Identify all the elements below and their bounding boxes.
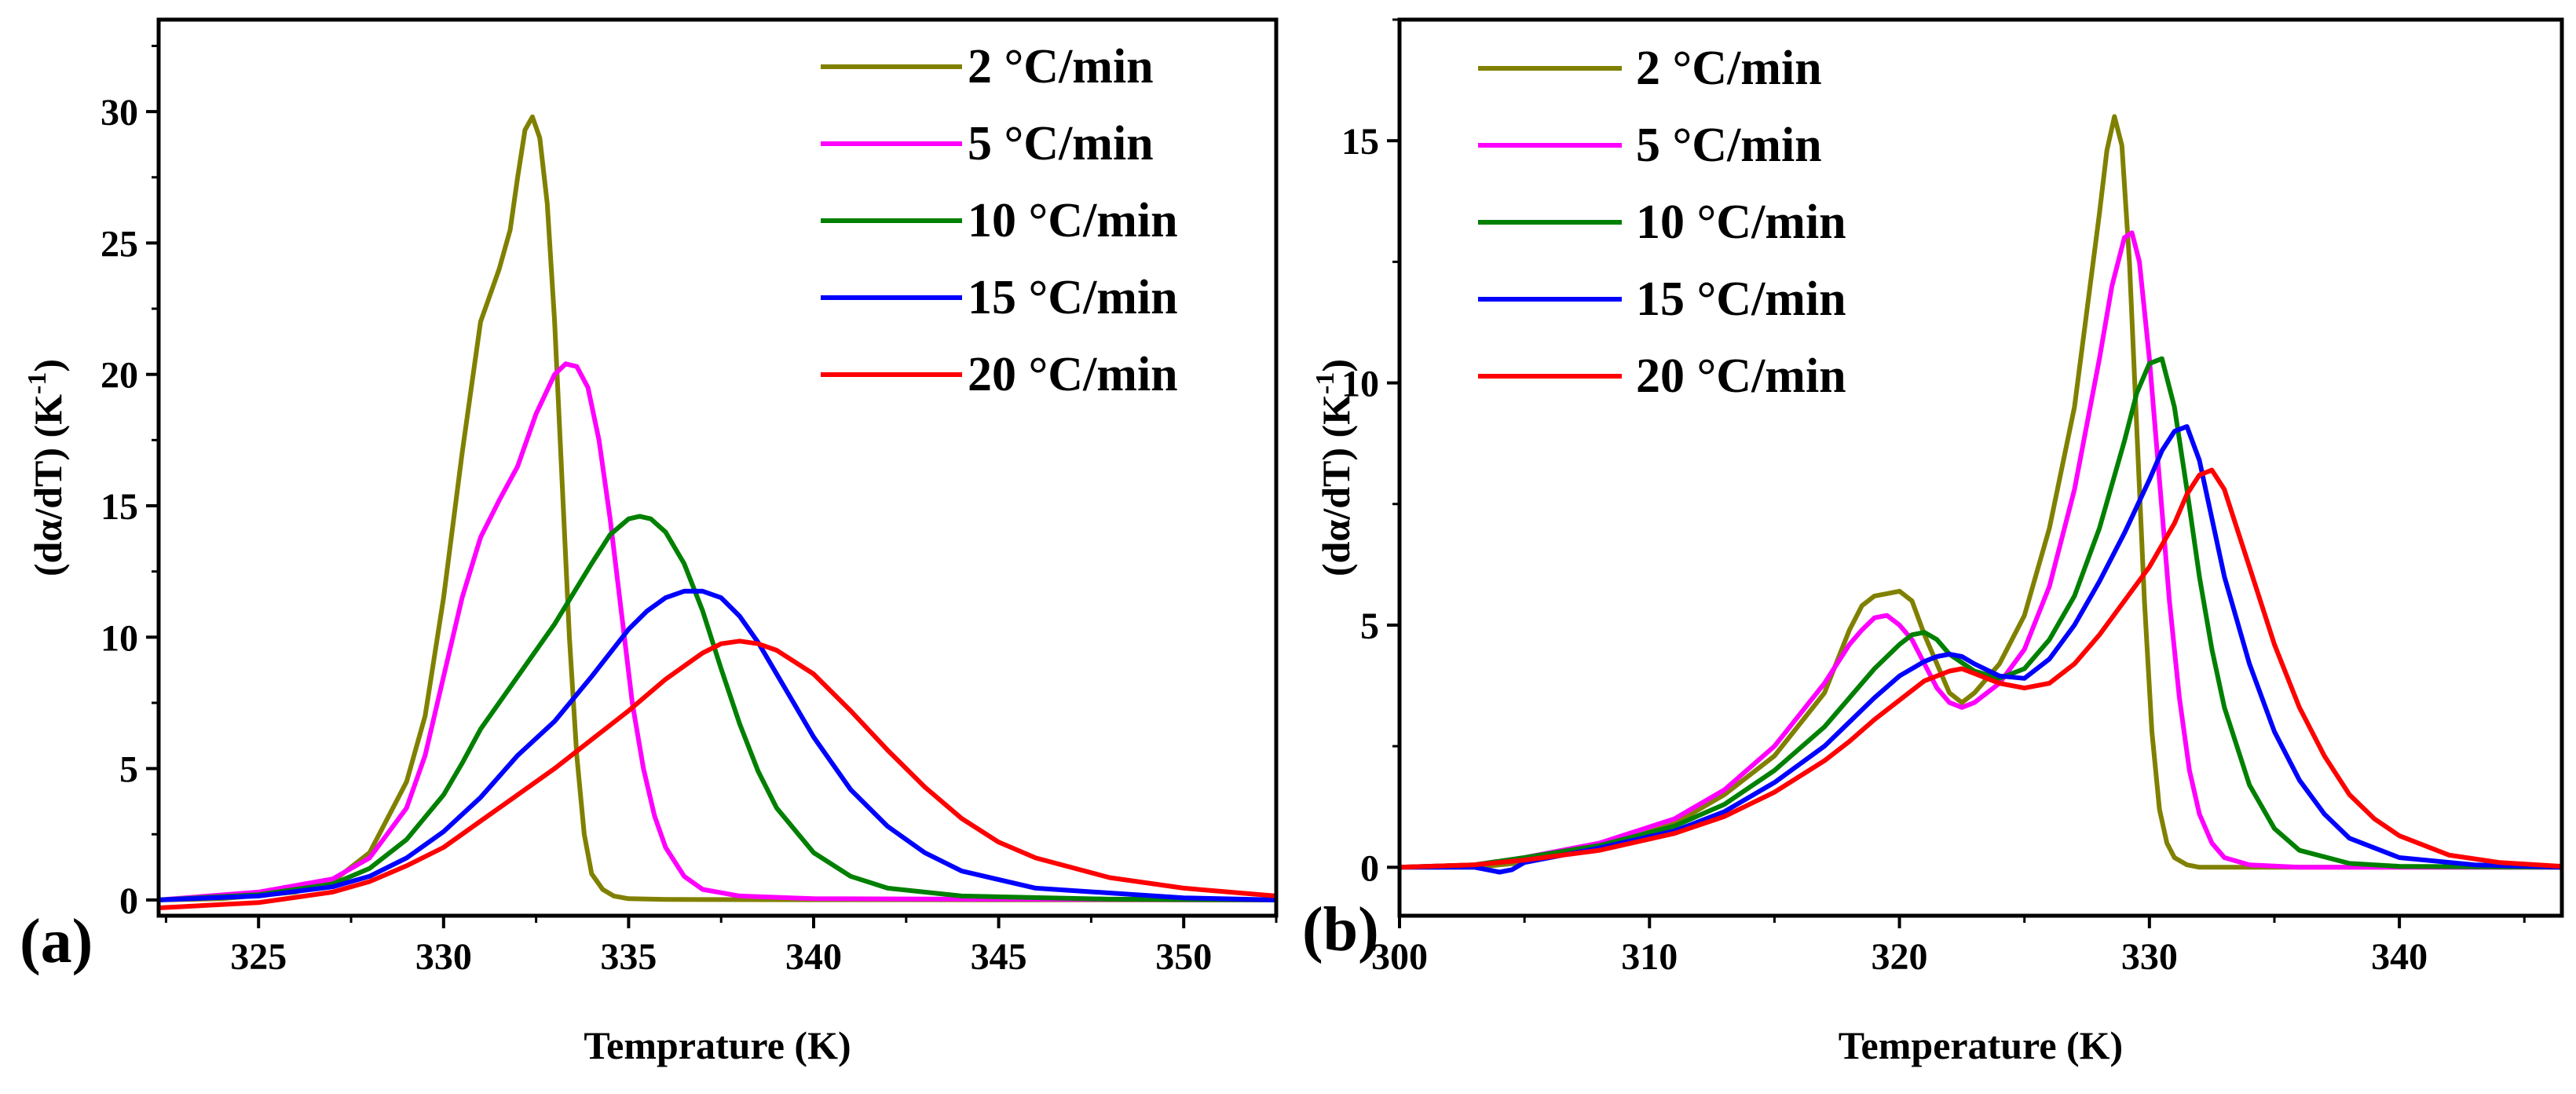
series-line-5-c-per-min (1400, 230, 2562, 870)
y-tick-label: 0 (119, 880, 138, 922)
legend: 2 °C/min 5 °C/min 10 °C/min 15 °C/min 20 °C/… (821, 40, 1178, 401)
legend-entry-15-c-per-min: 15 °C/min (1636, 273, 1846, 326)
legend-entry-10-c-per-min: 10 °C/min (968, 194, 1178, 247)
x-tick-label: 340 (785, 936, 842, 978)
y-tick-label: 5 (1360, 606, 1379, 647)
series-line-2-c-per-min (1400, 114, 2562, 870)
x-tick-label: 350 (1155, 936, 1212, 978)
y-tick-label: 20 (101, 355, 138, 397)
series-line-20-c-per-min (1400, 467, 2562, 870)
y-axis-label-main: (dα/dT) (K (26, 394, 70, 576)
x-tick-label: 310 (1621, 936, 1678, 978)
y-tick-label: 0 (1360, 847, 1379, 889)
y-tick-label: 15 (1341, 121, 1379, 163)
series-line-5-c-per-min (159, 361, 1276, 902)
x-axis-label: Temperature (K) (1839, 1023, 2123, 1067)
y-tick-label: 10 (1341, 364, 1379, 405)
series-line-15-c-per-min (1400, 424, 2562, 875)
x-tick-label: 320 (1872, 936, 1928, 978)
y-axis-label-superscript: -1 (23, 372, 52, 394)
legend-entry-20-c-per-min: 20 °C/min (968, 348, 1178, 401)
plot-frame (156, 17, 1279, 918)
x-tick-label: 330 (2121, 936, 2178, 978)
legend: 2 °C/min 5 °C/min 10 °C/min 15 °C/min 20 °C/… (1478, 42, 1846, 403)
x-tick-label: 300 (1371, 936, 1428, 978)
legend-entry-15-c-per-min: 15 °C/min (968, 271, 1178, 324)
y-tick-label: 10 (101, 617, 138, 659)
series-line-2-c-per-min (159, 114, 1276, 902)
panel-label: (b) (1302, 895, 1379, 964)
legend-entry-2-c-per-min: 2 °C/min (1636, 42, 1822, 95)
y-axis-label-end: ) (26, 359, 70, 372)
series-line-15-c-per-min (159, 588, 1276, 902)
plot-frame (1397, 17, 2564, 918)
y-tick-label: 25 (101, 223, 138, 265)
legend-entry-10-c-per-min: 10 °C/min (1636, 196, 1846, 249)
panel-a: 325 330 335 340 345 350 0 5 10 15 20 25 30 Temprature… (20, 17, 1279, 1067)
y-tick-label: 5 (119, 749, 138, 791)
y-tick-label: 30 (101, 92, 138, 134)
legend-entry-5-c-per-min: 5 °C/min (968, 117, 1154, 170)
y-axis-label-main: (dα/dT) (K (1314, 394, 1358, 576)
x-tick-label: 345 (971, 936, 1027, 978)
y-axis-label-end: ) (1314, 359, 1358, 372)
y-axis-label: (dα/dT) (K-1) (23, 359, 70, 576)
legend-entry-20-c-per-min: 20 °C/min (1636, 349, 1846, 403)
series-line-10-c-per-min (159, 514, 1276, 902)
x-tick-label: 330 (415, 936, 472, 978)
y-tick-label: 15 (101, 486, 138, 528)
series-group (1400, 114, 2562, 875)
legend-entry-5-c-per-min: 5 °C/min (1636, 119, 1822, 172)
x-axis-label: Temprature (K) (584, 1023, 851, 1067)
y-axis-label-superscript: -1 (1311, 372, 1340, 394)
panel-label: (a) (20, 907, 93, 976)
x-tick-label: 340 (2371, 936, 2428, 978)
legend-entry-2-c-per-min: 2 °C/min (968, 40, 1154, 93)
panel-b: 300 310 320 330 340 0 5 10 15 Temperature (K) (dα/… (1302, 17, 2564, 1067)
series-line-20-c-per-min (159, 638, 1276, 910)
x-tick-label: 325 (230, 936, 287, 978)
series-line-10-c-per-min (1400, 356, 2562, 870)
y-axis-label: (dα/dT) (K-1) (1311, 359, 1358, 576)
x-tick-label: 335 (600, 936, 657, 978)
series-group (159, 114, 1276, 910)
